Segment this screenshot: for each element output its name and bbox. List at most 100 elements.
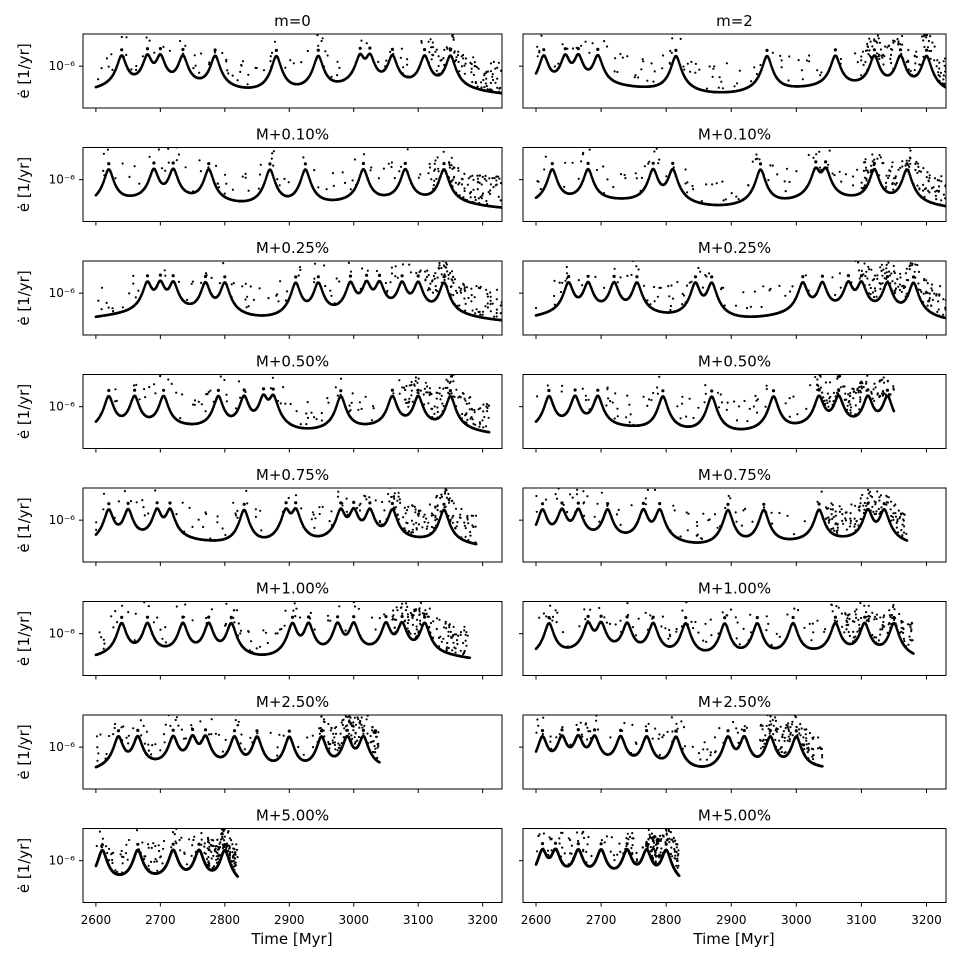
scatter-point [351,179,354,182]
scatter-point [653,70,656,73]
scatter-point [910,73,914,76]
scatter-point [451,34,454,38]
scatter-point [885,185,888,188]
curve-point [501,206,502,209]
scatter-point [313,169,316,172]
scatter-point [499,304,502,307]
scatter-point [624,177,627,180]
scatter-point [944,75,946,78]
scatter-point [111,68,114,71]
scatter-point [863,161,866,164]
scatter-point [329,289,332,292]
scatter-point [510,298,512,300]
scatter-point [635,177,638,180]
scatter-point [435,177,438,180]
scatter-point [396,276,399,279]
scatter-point [442,261,445,263]
curve-point [508,207,511,210]
scatter-point [247,305,250,308]
scatter-point [670,51,673,55]
scatter-point [930,49,933,53]
scatter-point [313,281,316,284]
scatter-point [498,90,501,93]
scatter-point [942,74,945,77]
scatter-point [448,164,451,167]
scatter-point [771,51,775,54]
scatter-point [520,84,522,86]
scatter-point [934,190,937,193]
scatter-point [928,191,931,194]
scatter-point [495,298,498,301]
scatter-point [447,178,450,181]
peak-point [348,274,353,278]
scatter-point [273,40,277,43]
scatter-point [908,147,911,149]
scatter-point [653,150,656,153]
scatter-point [470,67,473,70]
curve-point [516,320,519,323]
scatter-point [505,308,507,310]
scatter-point [784,190,787,193]
scatter-point [443,48,446,52]
scatter-point [584,40,587,43]
scatter-point [538,49,541,53]
scatter-point [182,52,185,55]
scatter-point [935,65,938,68]
scatter-point [916,162,920,165]
scatter-point [394,275,397,278]
scatter-point [335,277,338,280]
scatter-point [481,313,484,316]
panel-3: M+0.10% [519,126,947,226]
scatter-point [633,76,636,79]
panel-frame [522,260,947,336]
scatter-point [338,280,341,283]
scatter-point [494,184,497,187]
scatter-point [435,69,438,72]
scatter-point [102,152,105,155]
peak-point [403,161,407,165]
curve-point [677,61,681,64]
scatter-point [854,52,857,55]
curve-point [313,61,317,65]
scatter-point [459,291,463,294]
scatter-point [297,274,300,277]
scatter-point [164,274,167,277]
scatter-point [427,172,430,175]
scatter-point [258,173,262,176]
peak-point [377,273,382,277]
scatter-point [389,50,392,54]
scatter-point [923,45,926,49]
scatter-point [406,148,409,151]
scatter-point [450,296,453,299]
scatter-point [360,25,362,27]
scatter-point [712,67,715,70]
curve-point [502,206,505,209]
scatter-point [306,49,309,53]
scatter-point [679,37,682,41]
scatter-point [640,176,644,179]
scatter-point [937,74,940,77]
scatter-point [107,306,110,309]
scatter-point [432,187,435,190]
scatter-point [839,57,843,61]
scatter-point [940,175,943,178]
scatter-point [225,182,228,185]
scatter-point [488,192,492,196]
scatter-point [892,39,895,42]
scatter-point [452,38,455,41]
curve-point [512,320,515,323]
scatter-point [467,296,470,300]
scatter-point [634,74,637,77]
scatter-point [323,264,326,267]
scatter-point [305,143,307,145]
scatter-point [369,169,372,172]
scatter-point [485,77,488,80]
peak-point [924,48,929,52]
scatter-point [895,181,898,185]
scatter-point [486,295,489,298]
scatter-point [480,183,483,186]
scatter-point [942,60,945,63]
scatter-point [481,192,485,195]
scatter-point [153,139,155,141]
